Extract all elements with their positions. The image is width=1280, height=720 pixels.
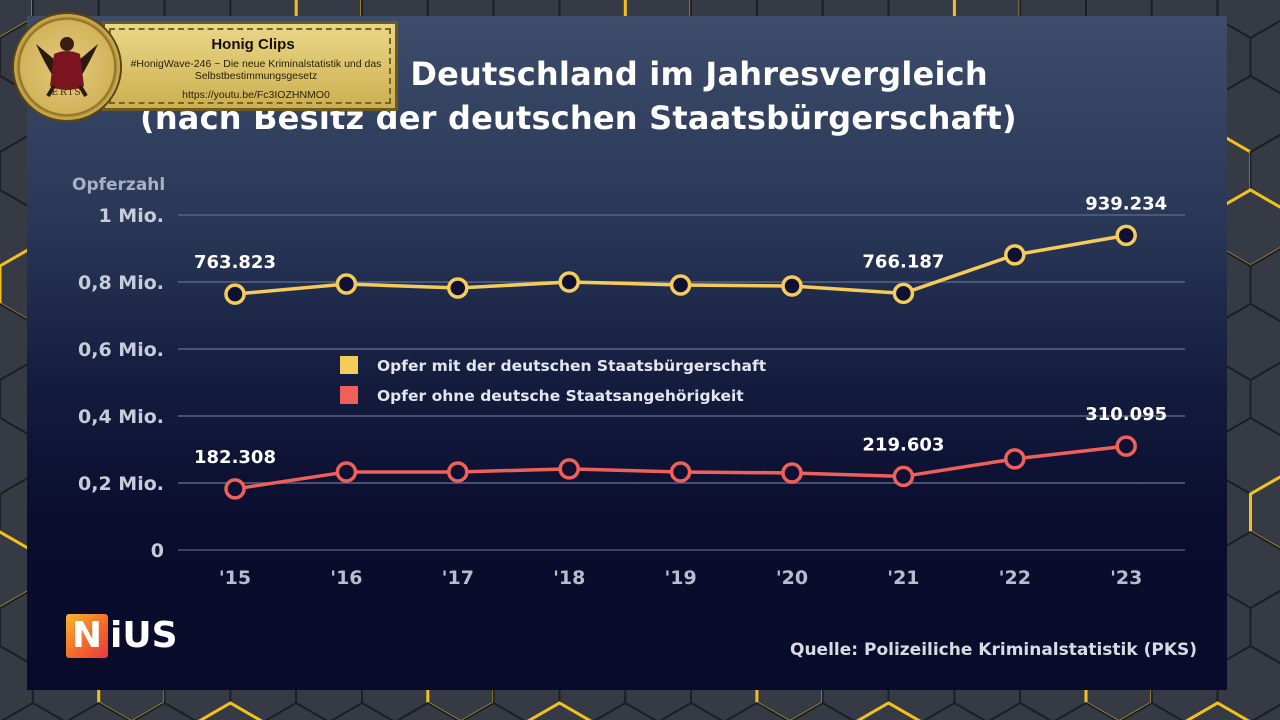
hexagon-tile <box>330 701 394 720</box>
hexagon-tile <box>922 701 986 720</box>
hexagon-tile <box>1120 701 1184 720</box>
y-tick-label: 0,6 Mio. <box>78 339 164 361</box>
nius-logo: N iUS <box>66 614 178 658</box>
overlay-subtitle: #HonigWave-246 ~ Die neue Kriminalstatis… <box>130 58 382 82</box>
overlay-url[interactable]: https://youtu.be/Fc3IOZHNMO0 <box>182 89 330 101</box>
y-tick-label: 0,2 Mio. <box>78 473 164 495</box>
x-tick-label: '15 <box>219 567 251 589</box>
data-point <box>224 283 246 305</box>
legend-label: Opfer mit der deutschen Staatsbürgerscha… <box>377 357 767 375</box>
x-tick-label: '19 <box>664 567 696 589</box>
hexagon-tile <box>1251 703 1280 720</box>
hexagon-tile <box>264 701 328 720</box>
data-label: 763.823 <box>194 252 276 273</box>
hexagon-tile <box>1249 247 1280 323</box>
data-label: 219.603 <box>862 434 944 455</box>
hexagon-tile <box>67 701 131 720</box>
data-label: 766.187 <box>862 251 944 272</box>
legend-swatch <box>340 386 358 404</box>
data-point <box>669 274 692 296</box>
x-tick-label: '22 <box>999 567 1031 589</box>
medal-text: ERIS <box>51 88 83 98</box>
y-tick-label: 0,8 Mio. <box>78 272 164 294</box>
hexagon-tile <box>133 701 197 720</box>
data-point <box>1115 224 1137 247</box>
x-tick-label: '17 <box>442 567 474 589</box>
data-point <box>892 282 915 305</box>
data-point <box>1004 448 1026 470</box>
hexagon-tile <box>197 701 263 720</box>
hexagon-tile <box>1249 475 1280 551</box>
hexagon-tile <box>856 701 922 720</box>
hexagon-tile <box>396 701 460 720</box>
hexagon-tile <box>791 701 855 720</box>
data-point <box>447 277 469 299</box>
x-tick-label: '20 <box>776 567 808 589</box>
data-point <box>1004 244 1026 266</box>
legend-label: Opfer ohne deutsche Staatsangehörigkeit <box>377 387 744 405</box>
chart-panel <box>27 16 1227 690</box>
winged-figure-icon <box>36 37 98 98</box>
x-tick-label: '23 <box>1110 567 1142 589</box>
hexagon-tile <box>1054 701 1118 720</box>
hexagon-tile <box>1185 701 1251 720</box>
source-note: Quelle: Polizeiliche Kriminalstatistik (… <box>790 640 1198 660</box>
hexagon-tile <box>462 701 526 720</box>
data-label: 939.234 <box>1085 193 1167 214</box>
y-tick-label: 0,4 Mio. <box>78 406 164 428</box>
data-point <box>447 461 469 483</box>
data-label: 310.095 <box>1085 404 1167 425</box>
hexagon-tile <box>988 701 1052 720</box>
data-point <box>558 458 580 480</box>
hexagon-tile <box>1249 589 1280 665</box>
hexagon-tile <box>1 701 65 720</box>
hexagon-tile <box>526 701 592 720</box>
hexagon-tile <box>593 701 657 720</box>
hexagon-tile <box>659 701 723 720</box>
logo-n-badge: N <box>66 614 108 658</box>
channel-overlay-banner: Honig Clips #HonigWave-246 ~ Die neue Kr… <box>102 21 398 111</box>
eris-medallion-icon: ERIS <box>14 14 120 120</box>
hexagon-tile <box>0 0 35 40</box>
hexagon-tile <box>1249 19 1280 95</box>
data-point <box>558 271 580 293</box>
legend-swatch <box>340 356 358 374</box>
data-point <box>335 461 358 483</box>
data-point <box>335 273 358 295</box>
data-point <box>669 461 692 483</box>
hexagon-tile <box>1249 133 1280 209</box>
logo-text: iUS <box>110 615 178 656</box>
hexagon-tile <box>1249 361 1280 437</box>
x-tick-label: '16 <box>330 567 362 589</box>
hexagon-tile <box>725 701 789 720</box>
data-label: 182.308 <box>194 447 276 468</box>
y-tick-label: 1 Mio. <box>98 205 164 227</box>
y-axis-title: Opferzahl <box>72 175 165 195</box>
data-point <box>1115 435 1137 457</box>
x-tick-label: '18 <box>553 567 585 589</box>
overlay-title: Honig Clips <box>211 36 295 53</box>
data-point <box>781 275 803 297</box>
y-tick-label: 0 <box>151 540 164 562</box>
data-point <box>224 478 246 500</box>
data-point <box>781 462 803 484</box>
data-point <box>892 465 915 488</box>
x-tick-label: '21 <box>887 567 919 589</box>
